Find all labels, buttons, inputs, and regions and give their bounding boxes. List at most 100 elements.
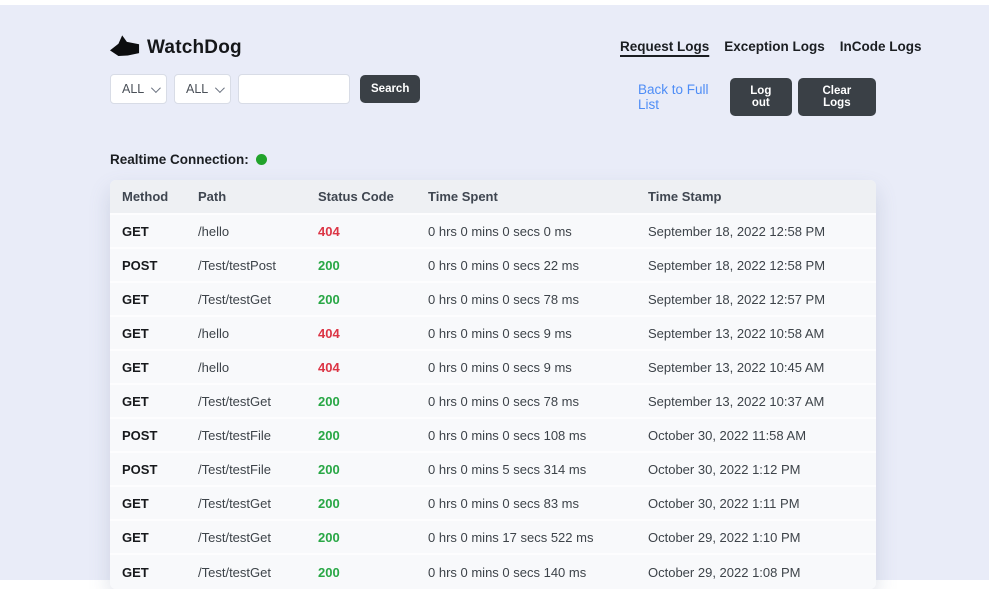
column-header-method: Method bbox=[122, 189, 169, 204]
cell-status-code: 404 bbox=[318, 223, 340, 239]
cell-method: POST bbox=[122, 427, 158, 443]
table-row[interactable]: POST /Test/testFile 200 0 hrs 0 mins 5 s… bbox=[110, 453, 876, 487]
nav-tabs: Request Logs Exception Logs InCode Logs bbox=[620, 39, 922, 54]
cell-path: /Test/testGet bbox=[198, 291, 271, 307]
cell-path: /Test/testGet bbox=[198, 529, 271, 545]
tab-request-logs[interactable]: Request Logs bbox=[620, 39, 710, 54]
tab-incode-logs[interactable]: InCode Logs bbox=[839, 39, 922, 54]
table-row[interactable]: GET /hello 404 0 hrs 0 mins 0 secs 9 ms … bbox=[110, 351, 876, 385]
table-row[interactable]: POST /Test/testPost 200 0 hrs 0 mins 0 s… bbox=[110, 249, 876, 283]
column-header-path: Path bbox=[198, 189, 227, 204]
chevron-down-icon bbox=[214, 82, 225, 93]
realtime-connection-label: Realtime Connection: bbox=[110, 152, 249, 167]
cell-path: /Test/testPost bbox=[198, 257, 277, 273]
cell-path: /Test/testFile bbox=[198, 427, 271, 443]
cell-method: GET bbox=[122, 564, 149, 580]
cell-method: GET bbox=[122, 223, 149, 239]
table-row[interactable]: POST /Test/testFile 200 0 hrs 0 mins 0 s… bbox=[110, 419, 876, 453]
cell-status-code: 404 bbox=[318, 359, 340, 375]
cell-path: /Test/testGet bbox=[198, 393, 271, 409]
cell-status-code: 200 bbox=[318, 393, 340, 409]
watchdog-logo-icon bbox=[110, 35, 140, 60]
cell-path: /hello bbox=[198, 223, 230, 239]
cell-method: GET bbox=[122, 291, 149, 307]
cell-status-code: 200 bbox=[318, 495, 340, 511]
cell-method: GET bbox=[122, 325, 149, 341]
table-row[interactable]: GET /Test/testGet 200 0 hrs 0 mins 0 sec… bbox=[110, 385, 876, 419]
column-header-status-code: Status Code bbox=[318, 189, 394, 204]
cell-time-stamp: September 18, 2022 12:57 PM bbox=[648, 291, 826, 307]
column-header-time-spent: Time Spent bbox=[428, 189, 498, 204]
brand: WatchDog bbox=[110, 35, 420, 60]
table-header-row: Method Path Status Code Time Spent Time … bbox=[110, 180, 876, 215]
table-row[interactable]: GET /hello 404 0 hrs 0 mins 0 secs 0 ms … bbox=[110, 215, 876, 249]
cell-time-spent: 0 hrs 0 mins 0 secs 22 ms bbox=[428, 257, 579, 273]
cell-status-code: 404 bbox=[318, 325, 340, 341]
table-row[interactable]: GET /Test/testGet 200 0 hrs 0 mins 0 sec… bbox=[110, 283, 876, 317]
page-background: WatchDog ALL ALL Search bbox=[0, 5, 989, 589]
cell-method: GET bbox=[122, 359, 149, 375]
status-filter-select[interactable]: ALL bbox=[174, 74, 231, 104]
cell-time-stamp: October 30, 2022 1:12 PM bbox=[648, 461, 801, 477]
cell-path: /Test/testGet bbox=[198, 564, 271, 580]
cell-status-code: 200 bbox=[318, 529, 340, 545]
cell-status-code: 200 bbox=[318, 291, 340, 307]
tab-exception-logs[interactable]: Exception Logs bbox=[724, 39, 825, 54]
table-row[interactable]: GET /Test/testGet 200 0 hrs 0 mins 0 sec… bbox=[110, 555, 876, 589]
cell-status-code: 200 bbox=[318, 257, 340, 273]
column-header-time-stamp: Time Stamp bbox=[648, 189, 722, 204]
cell-path: /hello bbox=[198, 325, 230, 341]
cell-time-stamp: October 30, 2022 11:58 AM bbox=[648, 427, 807, 443]
table-row[interactable]: GET /Test/testGet 200 0 hrs 0 mins 17 se… bbox=[110, 521, 876, 555]
cell-time-stamp: September 18, 2022 12:58 PM bbox=[648, 257, 826, 273]
brand-name: WatchDog bbox=[147, 36, 242, 58]
table-row[interactable]: GET /Test/testGet 200 0 hrs 0 mins 0 sec… bbox=[110, 487, 876, 521]
cell-status-code: 200 bbox=[318, 564, 340, 580]
logout-button[interactable]: Log out bbox=[729, 78, 792, 116]
cell-time-stamp: September 18, 2022 12:58 PM bbox=[648, 223, 826, 239]
cell-time-spent: 0 hrs 0 mins 0 secs 108 ms bbox=[428, 427, 587, 443]
cell-time-spent: 0 hrs 0 mins 0 secs 83 ms bbox=[428, 495, 579, 511]
cell-time-spent: 0 hrs 0 mins 17 secs 522 ms bbox=[428, 529, 594, 545]
chevron-down-icon bbox=[150, 82, 161, 93]
method-filter-select[interactable]: ALL bbox=[110, 74, 167, 104]
cell-time-spent: 0 hrs 0 mins 0 secs 78 ms bbox=[428, 393, 579, 409]
cell-time-spent: 0 hrs 0 mins 0 secs 78 ms bbox=[428, 291, 579, 307]
search-button[interactable]: Search bbox=[360, 75, 421, 103]
cell-path: /hello bbox=[198, 359, 230, 375]
request-logs-table: Method Path Status Code Time Spent Time … bbox=[110, 180, 876, 589]
cell-time-spent: 0 hrs 0 mins 0 secs 9 ms bbox=[428, 325, 572, 341]
cell-status-code: 200 bbox=[318, 461, 340, 477]
cell-time-stamp: September 13, 2022 10:45 AM bbox=[648, 359, 825, 375]
cell-time-stamp: October 30, 2022 1:11 PM bbox=[648, 495, 800, 511]
cell-method: POST bbox=[122, 257, 158, 273]
cell-method: POST bbox=[122, 461, 158, 477]
realtime-status-dot-icon bbox=[255, 154, 267, 165]
cell-method: GET bbox=[122, 529, 149, 545]
header: WatchDog ALL ALL Search bbox=[110, 35, 922, 116]
method-filter-value: ALL bbox=[122, 82, 145, 96]
action-buttons: Log out Clear Logs bbox=[729, 78, 876, 116]
actions-row: Back to Full List Log out Clear Logs bbox=[620, 78, 876, 116]
header-left: WatchDog ALL ALL Search bbox=[110, 35, 421, 104]
cell-time-stamp: September 13, 2022 10:37 AM bbox=[648, 393, 825, 409]
cell-time-spent: 0 hrs 0 mins 0 secs 9 ms bbox=[428, 359, 572, 375]
header-right: Request Logs Exception Logs InCode Logs … bbox=[620, 35, 922, 116]
cell-time-spent: 0 hrs 0 mins 0 secs 0 ms bbox=[428, 223, 572, 239]
realtime-connection: Realtime Connection: bbox=[110, 152, 876, 167]
back-to-full-list-link[interactable]: Back to Full List bbox=[638, 82, 709, 112]
cell-path: /Test/testFile bbox=[198, 461, 271, 477]
clear-logs-button[interactable]: Clear Logs bbox=[797, 78, 876, 116]
cell-status-code: 200 bbox=[318, 427, 340, 443]
table-row[interactable]: GET /hello 404 0 hrs 0 mins 0 secs 9 ms … bbox=[110, 317, 876, 351]
cell-time-stamp: September 13, 2022 10:58 AM bbox=[648, 325, 825, 341]
status-filter-value: ALL bbox=[186, 82, 209, 96]
cell-method: GET bbox=[122, 495, 149, 511]
cell-time-spent: 0 hrs 0 mins 5 secs 314 ms bbox=[428, 461, 587, 477]
table-body: GET /hello 404 0 hrs 0 mins 0 secs 0 ms … bbox=[110, 215, 876, 589]
cell-method: GET bbox=[122, 393, 149, 409]
filter-bar: ALL ALL Search bbox=[110, 74, 421, 104]
cell-time-stamp: October 29, 2022 1:08 PM bbox=[648, 564, 801, 580]
search-input[interactable] bbox=[238, 74, 350, 104]
cell-time-stamp: October 29, 2022 1:10 PM bbox=[648, 529, 801, 545]
